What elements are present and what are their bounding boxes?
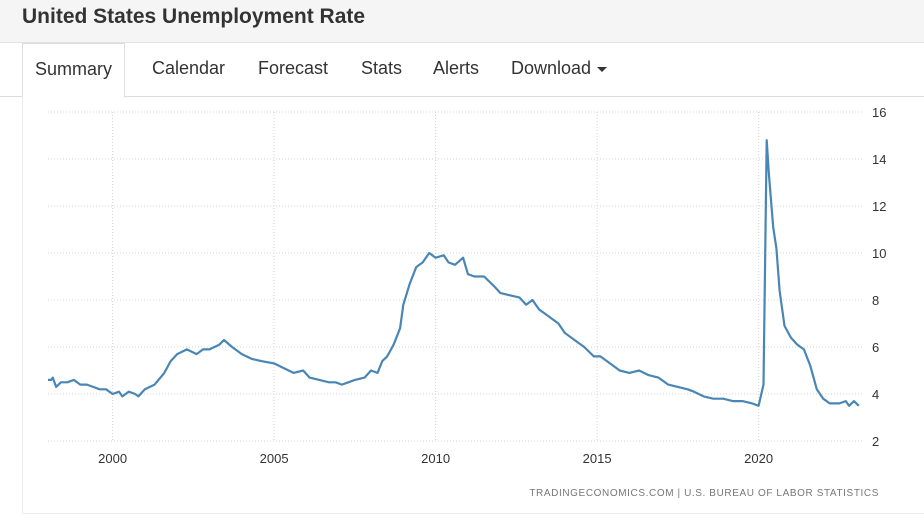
tab-calendar[interactable]: Calendar: [152, 58, 226, 78]
y-tick-label: 12: [872, 199, 886, 214]
y-axis-ticks: 2 4 6 8 10 12 14 16: [872, 105, 886, 449]
x-tick-label: 2010: [421, 451, 450, 466]
unemployment-rate-line: [48, 139, 860, 407]
x-tick-label: 2000: [98, 451, 127, 466]
tab-stats[interactable]: Stats: [361, 58, 403, 78]
page-title: United States Unemployment Rate: [22, 5, 366, 28]
tab-alerts[interactable]: Alerts: [433, 58, 480, 78]
x-tick-label: 2020: [744, 451, 773, 466]
x-axis-ticks: 2000 2005 2010 2015 2020: [98, 451, 773, 466]
y-tick-label: 2: [872, 434, 879, 449]
y-tick-label: 6: [872, 340, 879, 355]
y-tick-label: 14: [872, 152, 886, 167]
y-tick-label: 16: [872, 105, 886, 120]
caret-down-icon: [597, 66, 608, 72]
x-tick-label: 2015: [583, 451, 612, 466]
y-tick-label: 4: [872, 387, 879, 402]
chart-panel: [22, 96, 924, 514]
y-tick-label: 10: [872, 246, 886, 261]
tab-download-label: Download: [511, 58, 592, 78]
tab-download[interactable]: Download: [509, 43, 609, 96]
source-credit: TRADINGECONOMICS.COM | U.S. BUREAU OF LA…: [529, 488, 879, 499]
title-bar: United States Unemployment Rate: [0, 0, 924, 43]
tab-summary[interactable]: Summary: [22, 43, 126, 98]
tab-bar: Summary Calendar Forecast Stats Alerts D…: [0, 43, 924, 98]
y-tick-label: 8: [872, 293, 879, 308]
grid-lines: [48, 111, 862, 442]
x-tick-label: 2005: [260, 451, 289, 466]
tab-forecast[interactable]: Forecast: [258, 58, 329, 78]
